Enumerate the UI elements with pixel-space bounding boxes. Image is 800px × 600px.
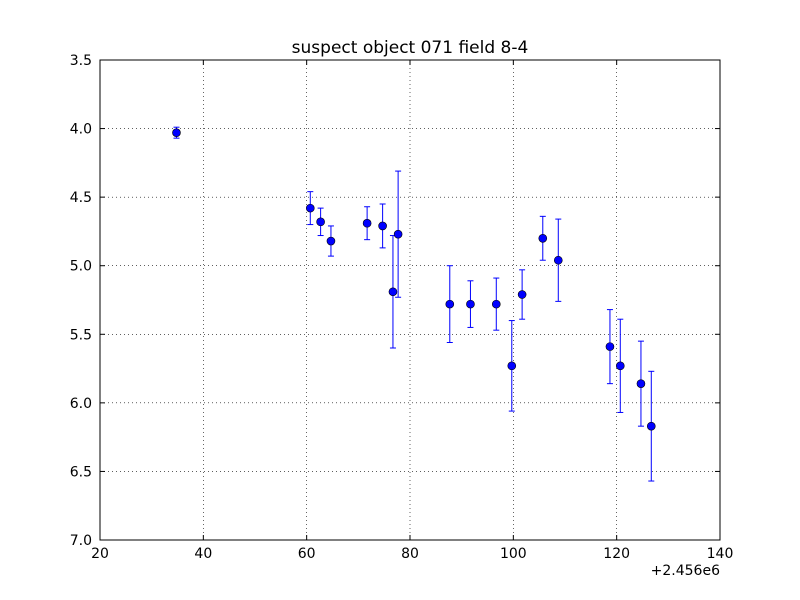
y-tick-label: 5.0 xyxy=(70,259,92,275)
data-point xyxy=(636,379,646,388)
y-tick-label: 3.5 xyxy=(70,53,92,69)
data-point xyxy=(507,361,517,371)
chart-title: suspect object 071 field 8-4 xyxy=(292,38,529,58)
x-tick-label: 120 xyxy=(603,546,630,562)
data-point xyxy=(362,218,372,228)
data-point xyxy=(172,128,181,137)
data-points xyxy=(172,128,656,431)
data-point xyxy=(646,421,656,431)
data-point xyxy=(553,255,563,265)
data-point xyxy=(445,299,455,309)
data-point xyxy=(615,361,625,371)
y-tick-label: 5.5 xyxy=(70,327,92,343)
y-tick-labels: 3.5 4.0 4.5 5.0 5.5 6.0 6.5 7.0 xyxy=(70,53,92,549)
data-point xyxy=(466,299,475,309)
data-point xyxy=(388,287,398,297)
x-tick-label: 80 xyxy=(401,546,419,562)
x-axis-offset-label: +2.456e6 xyxy=(651,563,720,579)
data-point xyxy=(378,221,387,231)
y-tick-label: 6.0 xyxy=(70,396,92,412)
data-point xyxy=(538,233,548,243)
x-tick-label: 60 xyxy=(298,546,316,562)
y-tick-label: 4.5 xyxy=(70,190,92,206)
x-tick-label: 140 xyxy=(707,546,734,562)
grid xyxy=(100,60,720,540)
data-point xyxy=(393,229,403,239)
data-point xyxy=(491,299,501,309)
x-tick-label: 40 xyxy=(194,546,212,562)
data-point xyxy=(517,290,527,299)
ticks xyxy=(99,59,721,541)
data-point xyxy=(316,217,325,227)
data-point xyxy=(326,236,336,246)
data-point xyxy=(605,342,615,351)
y-tick-label: 7.0 xyxy=(70,533,92,549)
x-tick-label: 20 xyxy=(91,546,109,562)
x-tick-labels: 20 40 60 80 100 120 140 xyxy=(91,546,733,562)
x-tick-label: 100 xyxy=(500,546,527,562)
y-tick-label: 6.5 xyxy=(70,464,92,480)
data-point xyxy=(305,203,315,213)
y-tick-label: 4.0 xyxy=(70,122,92,138)
